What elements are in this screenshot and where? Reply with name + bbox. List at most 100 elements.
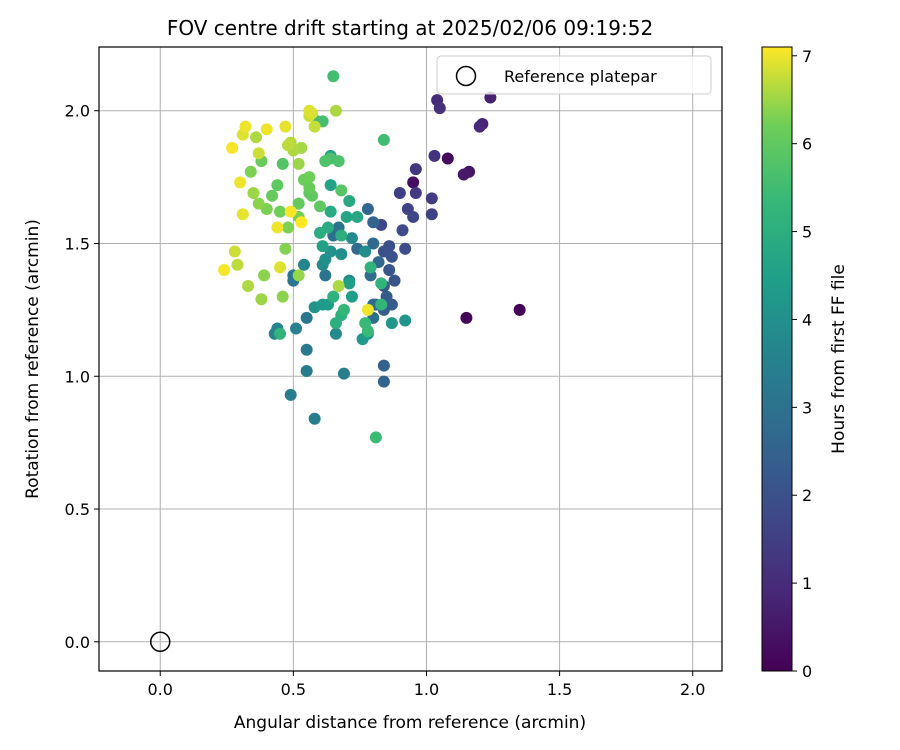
data-point bbox=[377, 375, 390, 388]
chart-title: FOV centre drift starting at 2025/02/06 … bbox=[167, 16, 653, 40]
data-point bbox=[361, 325, 374, 338]
data-point bbox=[298, 258, 311, 271]
colorbar-tick-label: 6 bbox=[802, 135, 812, 154]
y-axis-ticks: 0.0 0.5 1.0 1.5 2.0 bbox=[65, 102, 99, 652]
data-point bbox=[308, 412, 321, 425]
data-point bbox=[460, 311, 473, 324]
data-point bbox=[274, 261, 287, 274]
y-tick-label: 1.0 bbox=[65, 367, 90, 386]
y-tick-label: 1.5 bbox=[65, 234, 90, 253]
colorbar-tick-label: 5 bbox=[802, 223, 812, 242]
data-point bbox=[255, 293, 268, 306]
data-point bbox=[284, 388, 297, 401]
data-point bbox=[385, 317, 398, 330]
data-point bbox=[393, 187, 406, 200]
data-point bbox=[513, 303, 526, 316]
data-point bbox=[279, 120, 292, 133]
data-point bbox=[252, 197, 265, 210]
data-point bbox=[292, 197, 305, 210]
data-point bbox=[399, 314, 412, 327]
data-point bbox=[260, 123, 273, 136]
data-point bbox=[340, 210, 353, 223]
data-point bbox=[361, 303, 374, 316]
data-point bbox=[343, 195, 356, 208]
x-tick-label: 1.0 bbox=[414, 680, 439, 699]
data-point bbox=[409, 163, 422, 176]
data-point bbox=[282, 221, 295, 234]
colorbar: 0 1 2 3 4 5 6 7 Hours from first FF file bbox=[761, 46, 849, 681]
data-point bbox=[234, 176, 247, 189]
data-point bbox=[313, 200, 326, 213]
data-point bbox=[276, 157, 289, 170]
data-point bbox=[385, 250, 398, 263]
y-tick-label: 0.5 bbox=[65, 500, 90, 519]
data-point bbox=[252, 147, 265, 160]
x-tick-label: 0.0 bbox=[148, 680, 173, 699]
data-point bbox=[337, 303, 350, 316]
data-point bbox=[313, 226, 326, 239]
data-point bbox=[218, 264, 231, 277]
y-tick-label: 2.0 bbox=[65, 102, 90, 121]
grid-lines bbox=[99, 47, 722, 671]
colorbar-tick-label: 7 bbox=[802, 47, 812, 66]
data-point bbox=[351, 210, 364, 223]
data-point bbox=[383, 264, 396, 277]
data-point bbox=[244, 165, 257, 178]
data-point bbox=[337, 367, 350, 380]
legend: Reference platepar bbox=[436, 55, 712, 95]
data-point bbox=[425, 208, 438, 221]
legend-entry-reference-platepar: Reference platepar bbox=[504, 67, 657, 86]
colorbar-tick-label: 0 bbox=[802, 662, 812, 681]
data-point bbox=[292, 157, 305, 170]
x-tick-label: 0.5 bbox=[281, 680, 306, 699]
data-point bbox=[399, 242, 412, 255]
data-point bbox=[247, 187, 260, 200]
data-point bbox=[295, 216, 308, 229]
data-point bbox=[407, 210, 420, 223]
data-point bbox=[335, 184, 348, 197]
data-point bbox=[300, 364, 313, 377]
data-point bbox=[303, 171, 316, 184]
data-point bbox=[375, 277, 388, 290]
data-point bbox=[242, 279, 255, 292]
reference-platepar-marker bbox=[149, 631, 171, 653]
colorbar-ticks: 0 1 2 3 4 5 6 7 bbox=[792, 47, 812, 681]
x-axis-ticks: 0.0 0.5 1.0 1.5 2.0 bbox=[148, 671, 705, 699]
data-point bbox=[367, 216, 380, 229]
data-point bbox=[359, 245, 372, 258]
data-point bbox=[335, 229, 348, 242]
data-point bbox=[425, 192, 438, 205]
data-point bbox=[457, 168, 470, 181]
data-point bbox=[226, 141, 239, 154]
data-point bbox=[300, 311, 313, 324]
data-point bbox=[329, 104, 342, 117]
data-point bbox=[327, 70, 340, 83]
data-point bbox=[319, 269, 332, 282]
data-point bbox=[388, 274, 401, 287]
data-point bbox=[282, 139, 295, 152]
data-point bbox=[428, 149, 441, 162]
data-point bbox=[319, 155, 332, 168]
plot-frame bbox=[98, 46, 723, 672]
x-axis-label: Angular distance from reference (arcmin) bbox=[234, 713, 586, 733]
x-tick-label: 2.0 bbox=[680, 680, 705, 699]
data-point bbox=[271, 221, 284, 234]
data-point bbox=[316, 240, 329, 253]
data-point bbox=[343, 277, 356, 290]
data-point bbox=[300, 343, 313, 356]
data-point bbox=[364, 261, 377, 274]
data-point bbox=[258, 269, 271, 282]
data-point bbox=[377, 133, 390, 146]
data-point bbox=[284, 205, 297, 218]
data-point bbox=[409, 187, 422, 200]
data-point bbox=[345, 232, 358, 245]
data-point bbox=[303, 104, 316, 117]
data-point bbox=[236, 208, 249, 221]
data-point bbox=[361, 202, 374, 215]
data-point bbox=[369, 431, 382, 444]
colorbar-tick-label: 2 bbox=[802, 486, 812, 505]
data-point bbox=[367, 237, 380, 250]
data-point bbox=[407, 176, 420, 189]
data-point bbox=[274, 205, 287, 218]
